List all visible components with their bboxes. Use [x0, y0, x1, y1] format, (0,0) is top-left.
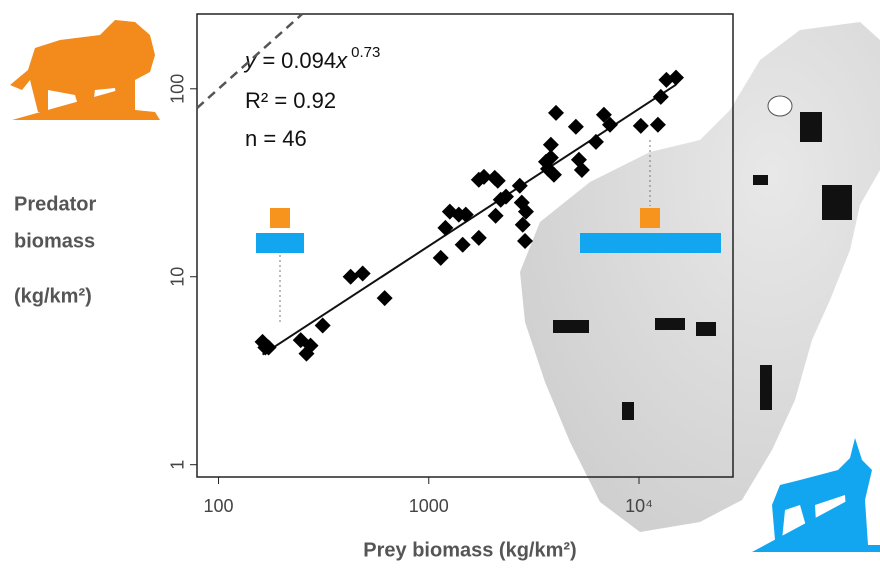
data-point [457, 206, 474, 223]
data-point [567, 118, 584, 135]
antelope-icon [752, 438, 880, 552]
data-point [437, 219, 454, 236]
data-point [652, 88, 669, 105]
y-axis-label: (kg/km²) [14, 285, 92, 307]
data-point [573, 161, 590, 178]
data-point [354, 265, 371, 282]
illustration [256, 140, 721, 322]
x-axis-label: Prey biomass (kg/km²) [363, 539, 576, 561]
data-point [513, 194, 530, 211]
sample-size: n = 46 [245, 126, 307, 151]
data-point [376, 290, 393, 307]
fit-equation: y = 0.094x 0.73 [243, 44, 380, 73]
plot-frame [196, 13, 734, 478]
y-tick-label: 1 [168, 460, 188, 470]
x-tick-label: 100 [203, 496, 233, 516]
data-point [454, 236, 471, 253]
data-point [302, 337, 319, 354]
data-point [470, 229, 487, 246]
data-point [542, 149, 559, 166]
data-point [314, 317, 331, 334]
identity-line [196, 13, 304, 109]
data-point [514, 216, 531, 233]
data-point [632, 117, 649, 134]
r-squared: R² = 0.92 [245, 88, 336, 113]
data-point [649, 116, 666, 133]
data-point [260, 339, 277, 356]
data-point [545, 166, 562, 183]
x-tick-label: 10⁴ [625, 496, 653, 516]
data-point [542, 136, 559, 153]
x-tick-label: 1000 [409, 496, 449, 516]
data-point [602, 116, 619, 133]
data-point [497, 188, 514, 205]
y-axis-label: Predator [14, 193, 96, 215]
data-point [489, 172, 506, 189]
data-point [475, 168, 492, 185]
data-point [595, 106, 612, 123]
data-point [517, 232, 534, 249]
map [520, 22, 880, 532]
data-point [668, 69, 685, 86]
data-point [342, 268, 359, 285]
y-axis-label: biomass [14, 230, 95, 252]
lion-icon [10, 20, 160, 120]
y-tick-label: 100 [168, 74, 188, 104]
data-point [487, 207, 504, 224]
data-point [587, 133, 604, 150]
data-point [511, 177, 528, 194]
y-tick-label: 10 [168, 267, 188, 287]
data-point [548, 104, 565, 121]
data-point [432, 249, 449, 266]
